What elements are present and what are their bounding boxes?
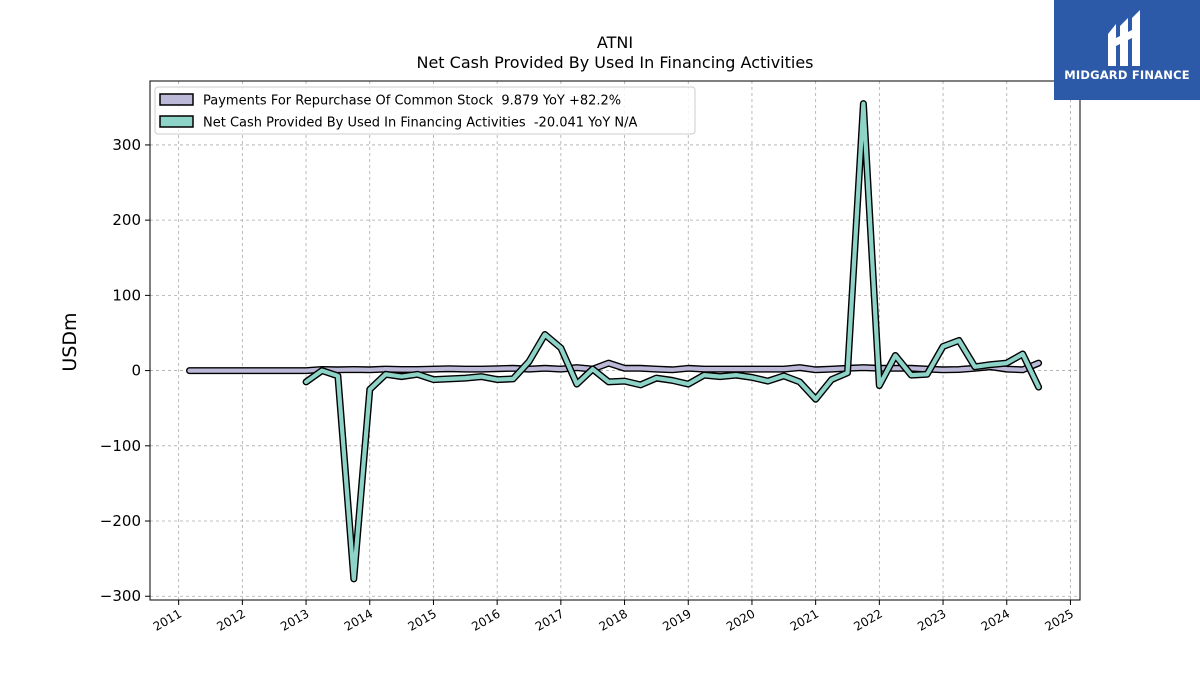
legend: Payments For Repurchase Of Common Stock … bbox=[154, 86, 696, 135]
legend-box bbox=[154, 86, 696, 135]
midgard-finance-logo: MIDGARD FINANCE bbox=[1054, 0, 1200, 100]
financing-series-line bbox=[304, 101, 1041, 582]
financing-series-line-group bbox=[302, 100, 1043, 583]
y-tick-label: 100 bbox=[112, 286, 141, 304]
repurchase-series-line bbox=[187, 361, 1041, 373]
chart-subtitle: Net Cash Provided By Used In Financing A… bbox=[416, 53, 813, 72]
x-tick-label: 2019 bbox=[660, 606, 693, 633]
x-tick-label: 2014 bbox=[342, 606, 375, 633]
y-tick-label: 0 bbox=[131, 362, 141, 380]
series-layer bbox=[186, 100, 1043, 583]
y-tick-label: −100 bbox=[100, 437, 141, 455]
grid bbox=[150, 81, 1080, 600]
financing-series-line-outline bbox=[302, 100, 1043, 583]
legend-swatch-financing bbox=[159, 115, 194, 128]
x-tick-label: 2013 bbox=[278, 606, 311, 633]
x-tick-label: 2023 bbox=[915, 606, 948, 633]
x-tick-label: 2011 bbox=[151, 606, 184, 633]
x-tick-label: 2020 bbox=[724, 606, 757, 633]
y-tick-label: −200 bbox=[100, 512, 141, 530]
x-tick-label: 2024 bbox=[979, 606, 1012, 633]
x-tick-label: 2017 bbox=[533, 606, 566, 633]
x-tick-label: 2025 bbox=[1042, 606, 1075, 633]
repurchase-series-line-group bbox=[186, 359, 1043, 375]
logo-text: MIDGARD FINANCE bbox=[1064, 68, 1190, 82]
axes: 2011 2012 2013 2014 2015 2016 2017 2018 2019 2020… bbox=[100, 136, 1076, 634]
x-tick-label: 2012 bbox=[214, 606, 247, 633]
x-tick-label: 2021 bbox=[788, 606, 821, 633]
legend-swatch-repurchase bbox=[159, 93, 194, 106]
legend-label-repurchase: Payments For Repurchase Of Common Stock … bbox=[203, 94, 621, 109]
x-tick-label: 2015 bbox=[406, 606, 439, 633]
plot-frame bbox=[149, 80, 1081, 601]
y-tick-label: −300 bbox=[100, 587, 141, 605]
x-tick-label: 2022 bbox=[851, 606, 884, 633]
midgard-logo-icon bbox=[1108, 10, 1140, 66]
x-tick-label: 2018 bbox=[597, 606, 630, 633]
y-axis-label: USDm bbox=[59, 312, 81, 371]
y-tick-label: 200 bbox=[112, 211, 141, 229]
y-tick-label: 300 bbox=[112, 136, 141, 154]
x-tick-label: 2016 bbox=[469, 606, 502, 633]
chart-title: ATNI bbox=[597, 33, 633, 52]
legend-label-financing: Net Cash Provided By Used In Financing A… bbox=[203, 116, 638, 131]
